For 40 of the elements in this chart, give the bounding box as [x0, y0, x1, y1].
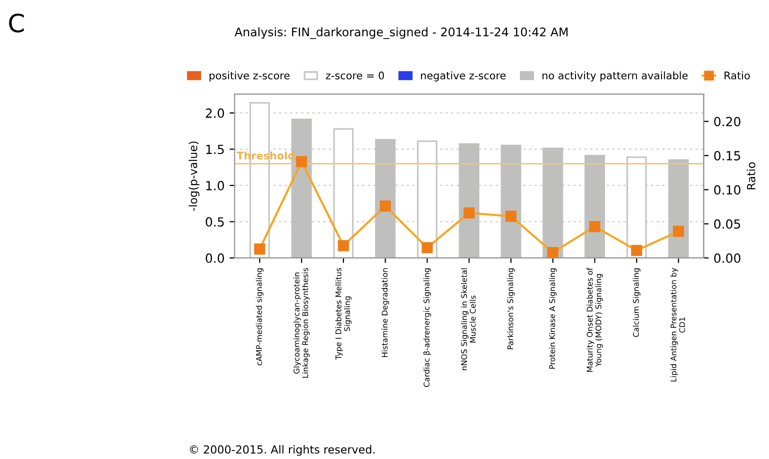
legend-label: Ratio	[724, 71, 750, 80]
y2-tick-label: 0.20	[714, 116, 740, 126]
y2-tick-label: 0.10	[714, 185, 740, 195]
point	[672, 226, 684, 237]
y-axis-title: -log(p-value)	[188, 142, 200, 211]
point	[547, 246, 558, 258]
legend-label: negative z-score	[421, 71, 506, 82]
chart-title: Analysis: FIN_darkorange_signed - 2014-11-24 10:42 AM	[234, 27, 568, 40]
y-tick-label: 2.0	[206, 108, 224, 118]
bar	[542, 148, 564, 258]
legend-label: z-score = 0	[326, 72, 384, 80]
text: C	[9, 14, 24, 32]
point	[505, 210, 517, 222]
y-tick-label: 1.0	[206, 180, 224, 190]
legend-label: positive z-score	[210, 71, 290, 82]
point	[296, 156, 308, 168]
point	[380, 200, 391, 212]
y2-tick-label: 0.15	[714, 151, 740, 160]
bar	[375, 138, 396, 258]
y-tick-label: 0.0	[206, 253, 224, 263]
legend-label: no activity pattern available	[542, 71, 688, 82]
y2-tick-label: 0.00	[714, 253, 740, 263]
y-tick-label: 1.5	[206, 144, 224, 154]
y2-tick-label: 0.05	[714, 219, 740, 229]
bar	[416, 140, 438, 258]
ref-line-label: Threshold	[236, 151, 294, 160]
text: © 2000-2015. All rights reserved.	[190, 445, 375, 456]
point	[338, 240, 349, 252]
bar	[500, 144, 522, 258]
bar	[668, 159, 689, 258]
point	[422, 242, 433, 254]
bar	[333, 128, 354, 258]
point	[589, 220, 600, 232]
bar	[584, 154, 605, 258]
y-tick-label: 0.5	[206, 217, 224, 227]
point	[631, 244, 642, 256]
point	[254, 244, 266, 255]
y2-axis-title: Ratio	[746, 162, 756, 190]
bar	[458, 143, 480, 258]
point	[464, 207, 475, 218]
